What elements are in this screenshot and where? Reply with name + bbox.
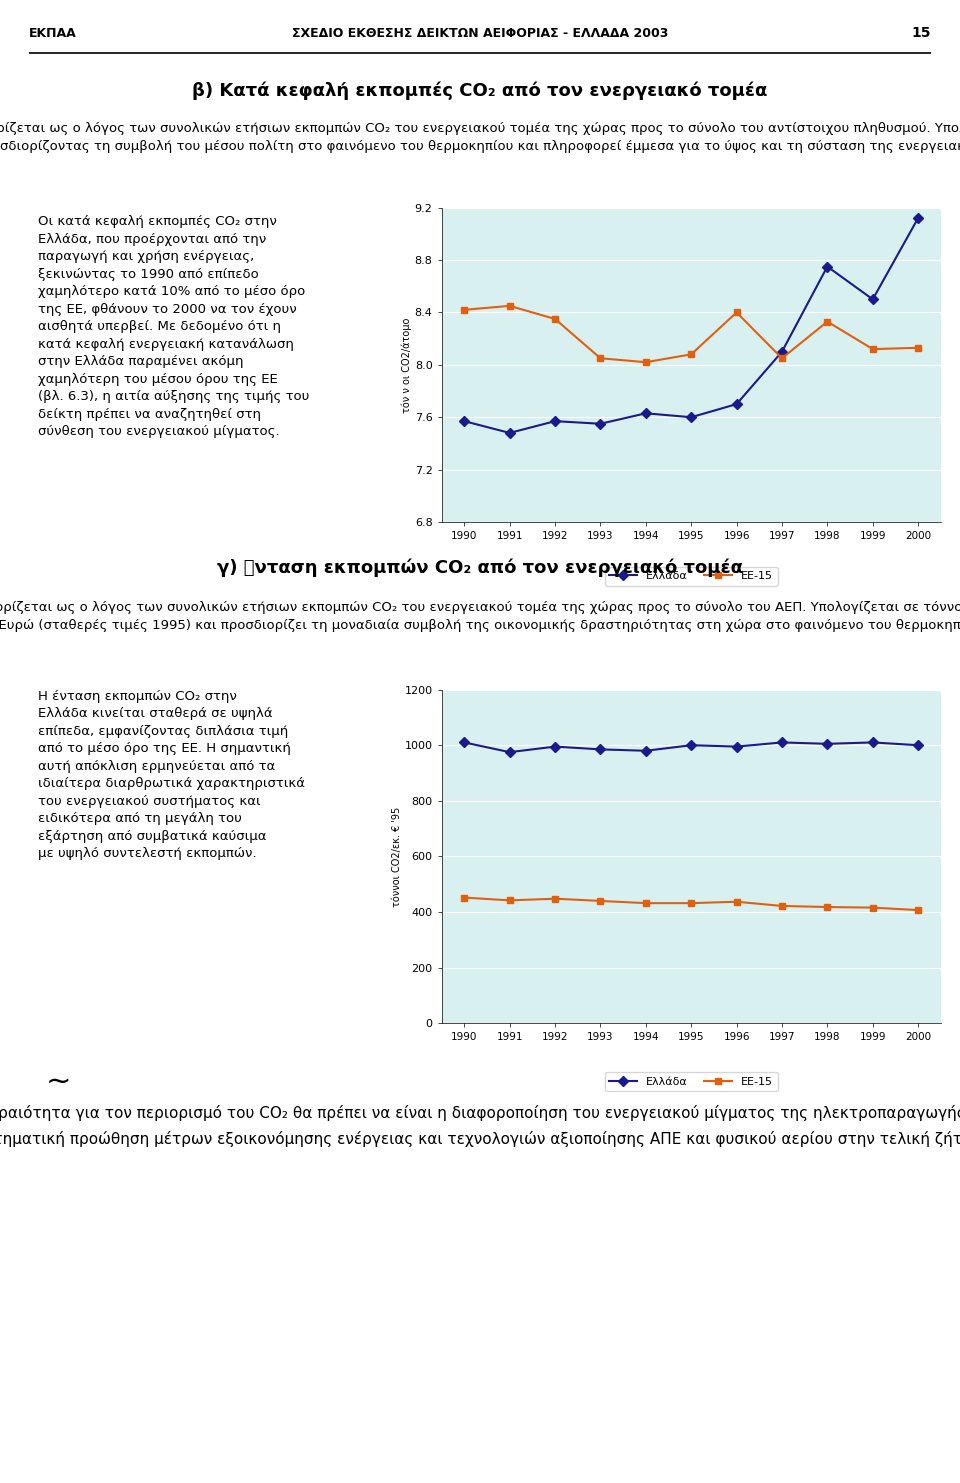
Text: Ο δείκτης ορίζεται ως ο λόγος των συνολικών ετήσιων εκπομπών CO₂ του ενεργειακού: Ο δείκτης ορίζεται ως ο λόγος των συνολι… (0, 601, 960, 632)
Line: ΕΕ-15: ΕΕ-15 (461, 303, 922, 366)
Ελλάδα (640, 742, 652, 759)
ΕΕ-15 (777, 897, 788, 915)
Ελλάδα (549, 737, 561, 755)
ΕΕ-15 (867, 899, 878, 916)
Ελλάδα (822, 258, 833, 276)
ΕΕ-15 (731, 893, 742, 911)
Ελλάδα (504, 743, 516, 761)
Ελλάδα (594, 740, 606, 758)
Text: 15: 15 (912, 27, 931, 40)
ΕΕ-15 (504, 891, 516, 909)
Ελλάδα (822, 736, 833, 753)
Ελλάδα (731, 737, 742, 755)
ΕΕ-15 (731, 304, 742, 322)
Legend: Ελλάδα, ΕΕ-15: Ελλάδα, ΕΕ-15 (605, 1072, 778, 1091)
ΕΕ-15 (549, 890, 561, 908)
Text: ΕΚΠΑΑ: ΕΚΠΑΑ (29, 27, 77, 40)
Text: Οι κατά κεφαλή εκπομπές CO₂ στην
Ελλάδα, που προέρχονται από την
παραγωγή και χρ: Οι κατά κεφαλή εκπομπές CO₂ στην Ελλάδα,… (38, 215, 310, 437)
Y-axis label: τόν ν οι CO2/άτομο: τόν ν οι CO2/άτομο (401, 317, 412, 412)
ΕΕ-15 (867, 340, 878, 357)
Ελλάδα (459, 412, 470, 430)
Line: ΕΕ-15: ΕΕ-15 (461, 894, 922, 914)
ΕΕ-15 (912, 340, 924, 357)
ΕΕ-15 (594, 350, 606, 368)
Ελλάδα (777, 343, 788, 360)
ΕΕ-15 (912, 902, 924, 919)
Legend: Ελλάδα, ΕΕ-15: Ελλάδα, ΕΕ-15 (605, 567, 778, 586)
ΕΕ-15 (822, 899, 833, 916)
Text: ~: ~ (46, 1068, 72, 1097)
ΕΕ-15 (459, 888, 470, 906)
Ελλάδα (867, 291, 878, 308)
ΕΕ-15 (640, 353, 652, 371)
Line: Ελλάδα: Ελλάδα (461, 739, 922, 756)
ΕΕ-15 (459, 301, 470, 319)
ΕΕ-15 (549, 310, 561, 328)
Ελλάδα (685, 408, 697, 426)
Ελλάδα (731, 396, 742, 414)
Ελλάδα (504, 424, 516, 442)
Text: Ο δείκτης ορίζεται ως ο λόγος των συνολικών ετήσιων εκπομπών CO₂ του ενεργειακού: Ο δείκτης ορίζεται ως ο λόγος των συνολι… (0, 122, 960, 153)
Text: Προτεραιότητα για τον περιορισμό του CO₂ θα πρέπει να είναι η διαφοροποίηση του : Προτεραιότητα για τον περιορισμό του CO₂… (0, 1105, 960, 1148)
ΕΕ-15 (640, 894, 652, 912)
Ελλάδα (867, 734, 878, 752)
Text: β) Κατά κεφαλή εκπομπές CO₂ από τον ενεργειακό τομέα: β) Κατά κεφαλή εκπομπές CO₂ από τον ενερ… (192, 82, 768, 99)
Ελλάδα (777, 734, 788, 752)
Ελλάδα (640, 405, 652, 423)
ΕΕ-15 (685, 346, 697, 363)
Ελλάδα (912, 736, 924, 753)
Line: Ελλάδα: Ελλάδα (461, 215, 922, 436)
ΕΕ-15 (777, 350, 788, 368)
Ελλάδα (459, 734, 470, 752)
Ελλάδα (685, 736, 697, 753)
ΕΕ-15 (685, 894, 697, 912)
Text: ΣΧΕΔΙΟ ΕΚΘΕΣΗΣ ΔΕΙΚΤΩΝ ΑΕΙΦΟΡΙΑΣ - ΕΛΛΑΔΑ 2003: ΣΧΕΔΙΟ ΕΚΘΕΣΗΣ ΔΕΙΚΤΩΝ ΑΕΙΦΟΡΙΑΣ - ΕΛΛΑΔ… (292, 27, 668, 40)
ΕΕ-15 (822, 313, 833, 331)
Ελλάδα (594, 415, 606, 433)
Text: Η ένταση εκπομπών CO₂ στην
Ελλάδα κινείται σταθερά σε υψηλά
επίπεδα, εμφανίζοντα: Η ένταση εκπομπών CO₂ στην Ελλάδα κινείτ… (38, 690, 305, 860)
Y-axis label: τόννοι CO2/εκ. € '95: τόννοι CO2/εκ. € '95 (392, 807, 401, 906)
ΕΕ-15 (504, 297, 516, 314)
Text: γ) ΍νταση εκπομπών CO₂ από τον ενεργειακό τομέα: γ) ΍νταση εκπομπών CO₂ από τον ενεργειακ… (217, 559, 743, 577)
Ελλάδα (549, 412, 561, 430)
ΕΕ-15 (594, 891, 606, 909)
Ελλάδα (912, 209, 924, 227)
